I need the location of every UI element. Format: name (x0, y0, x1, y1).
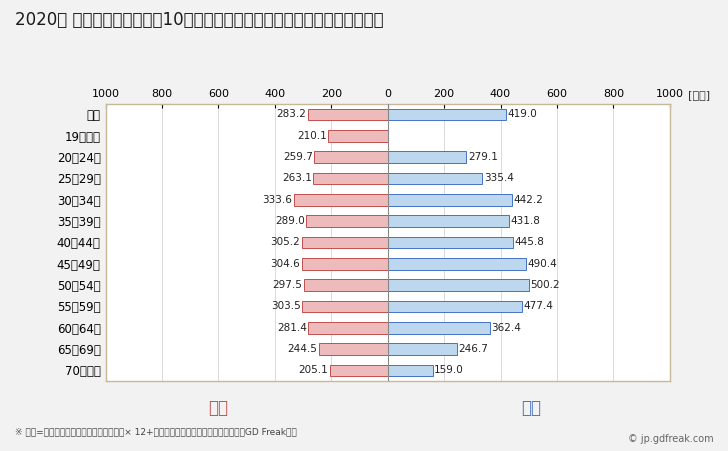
Bar (388, 258, 526, 270)
Text: © jp.gdfreak.com: © jp.gdfreak.com (628, 434, 713, 444)
Text: 305.2: 305.2 (270, 237, 300, 248)
Bar (388, 215, 510, 227)
Text: 445.8: 445.8 (515, 237, 545, 248)
Text: 210.1: 210.1 (297, 131, 327, 141)
Bar (293, 194, 388, 206)
Text: 335.4: 335.4 (483, 173, 513, 184)
Text: 419.0: 419.0 (507, 110, 537, 120)
Bar (388, 236, 513, 249)
Bar (319, 343, 388, 355)
Bar (314, 173, 388, 184)
Text: 442.2: 442.2 (514, 195, 544, 205)
Text: 303.5: 303.5 (271, 301, 301, 312)
Text: 女性: 女性 (208, 399, 229, 417)
Bar (388, 279, 529, 291)
Bar (308, 322, 388, 334)
Text: 279.1: 279.1 (468, 152, 498, 162)
Text: 246.7: 246.7 (459, 344, 488, 354)
Text: 281.4: 281.4 (277, 323, 307, 333)
Text: 男性: 男性 (521, 399, 542, 417)
Text: 244.5: 244.5 (288, 344, 317, 354)
Text: 297.5: 297.5 (272, 280, 302, 290)
Bar (388, 109, 506, 120)
Text: ※ 年収=「きまって支給する現金給与額」× 12+「年間賞与その他特別給与額」としてGD Freak推計: ※ 年収=「きまって支給する現金給与額」× 12+「年間賞与その他特別給与額」と… (15, 428, 296, 437)
Text: 490.4: 490.4 (527, 259, 557, 269)
Text: 304.6: 304.6 (271, 259, 301, 269)
Bar (330, 364, 388, 376)
Text: 259.7: 259.7 (283, 152, 313, 162)
Text: 500.2: 500.2 (530, 280, 560, 290)
Text: 431.8: 431.8 (511, 216, 541, 226)
Bar (302, 300, 388, 312)
Text: 205.1: 205.1 (298, 365, 328, 375)
Bar (388, 151, 467, 163)
Bar (388, 194, 513, 206)
Bar (301, 236, 388, 249)
Bar (308, 109, 388, 120)
Text: 362.4: 362.4 (491, 323, 521, 333)
Text: 283.2: 283.2 (277, 110, 306, 120)
Text: 333.6: 333.6 (262, 195, 292, 205)
Bar (388, 322, 490, 334)
Text: 2020年 民間企業（従業者数10人以上）フルタイム労働者の男女別平均年収: 2020年 民間企業（従業者数10人以上）フルタイム労働者の男女別平均年収 (15, 11, 383, 29)
Text: 289.0: 289.0 (275, 216, 305, 226)
Text: 263.1: 263.1 (282, 173, 312, 184)
Bar (304, 279, 388, 291)
Bar (306, 215, 388, 227)
Bar (328, 130, 388, 142)
Bar (301, 258, 388, 270)
Bar (314, 151, 388, 163)
Text: [万円]: [万円] (688, 90, 710, 100)
Bar (388, 343, 457, 355)
Bar (388, 364, 432, 376)
Bar (388, 173, 482, 184)
Text: 477.4: 477.4 (523, 301, 553, 312)
Bar (388, 300, 522, 312)
Text: 159.0: 159.0 (434, 365, 464, 375)
